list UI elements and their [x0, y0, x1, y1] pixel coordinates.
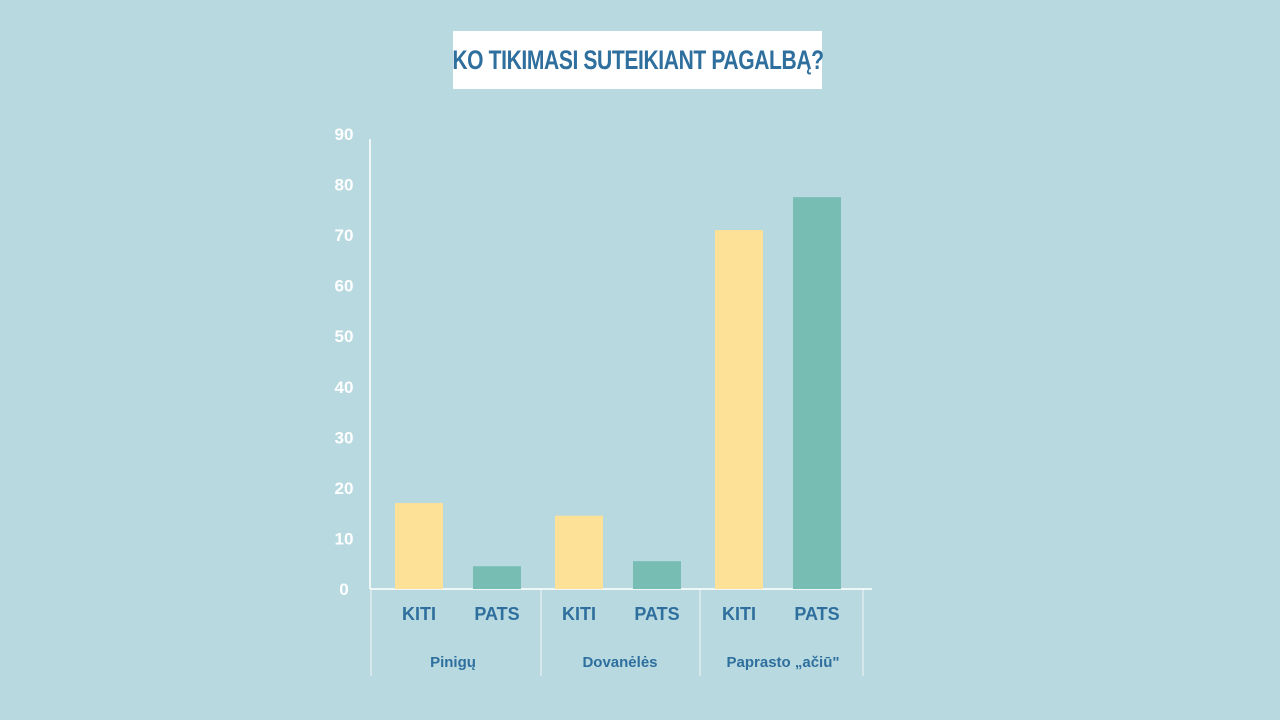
y-tick-label: 30: [335, 428, 354, 447]
chart-title-box: KO TIKIMASI SUTEIKIANT PAGALBĄ?: [451, 31, 824, 89]
group-label: Dovanėlės: [582, 654, 657, 671]
y-tick-label: 0: [339, 580, 348, 599]
y-tick-label: 10: [335, 529, 354, 548]
bar-pats-0: [473, 566, 521, 589]
bar-kiti-2: [715, 230, 763, 590]
x-tick-label: PATS: [474, 604, 519, 624]
x-tick-label: KITI: [722, 604, 756, 624]
bar-kiti-1: [555, 515, 603, 589]
y-tick-label: 40: [335, 378, 354, 397]
y-tick-label: 90: [335, 125, 354, 144]
bar-pats-1: [633, 561, 681, 589]
group-label: Paprasto „ačiū": [727, 654, 840, 671]
y-tick-label: 20: [335, 479, 354, 498]
chart-title: KO TIKIMASI SUTEIKIANT PAGALBĄ?: [451, 44, 824, 75]
bar-kiti-0: [395, 503, 443, 589]
x-tick-label: KITI: [562, 604, 596, 624]
y-tick-label: 60: [335, 277, 354, 296]
x-tick-label: KITI: [402, 604, 436, 624]
x-tick-label: PATS: [794, 604, 839, 624]
y-tick-label: 70: [335, 226, 354, 245]
y-tick-label: 50: [335, 327, 354, 346]
y-tick-label: 80: [335, 176, 354, 195]
x-tick-label: PATS: [634, 604, 679, 624]
bar-pats-2: [793, 197, 841, 589]
group-label: Pinigų: [430, 654, 476, 671]
